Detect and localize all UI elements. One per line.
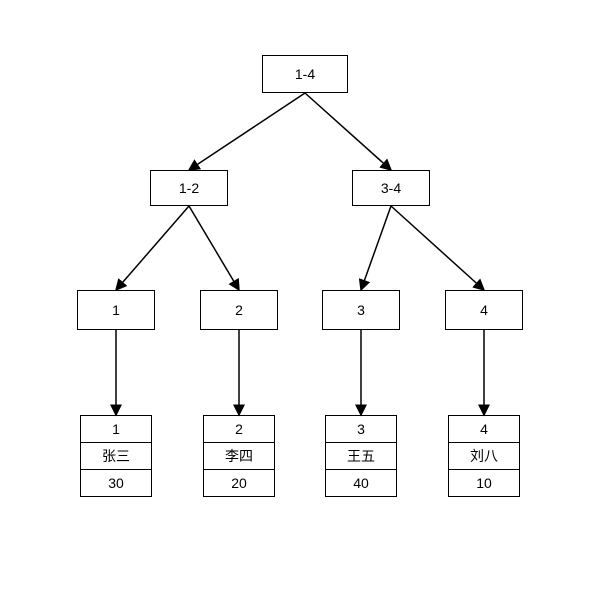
leaf-cell-val: 40 xyxy=(325,469,397,497)
leaf-cell-id: 2 xyxy=(203,415,275,443)
leaf-record-3: 3 王五 40 xyxy=(325,415,397,497)
leaf-cell-name: 张三 xyxy=(80,442,152,470)
tree-node-2: 2 xyxy=(200,290,278,330)
leaf-cell-val: 10 xyxy=(448,469,520,497)
tree-node-label: 1 xyxy=(112,302,120,318)
leaf-cell-val: 20 xyxy=(203,469,275,497)
tree-node-label: 3-4 xyxy=(381,180,401,196)
tree-node-label: 1-2 xyxy=(179,180,199,196)
tree-node-label: 2 xyxy=(235,302,243,318)
tree-node-label: 3 xyxy=(357,302,365,318)
leaf-cell-id: 3 xyxy=(325,415,397,443)
tree-node-label: 4 xyxy=(480,302,488,318)
tree-node-3: 3 xyxy=(322,290,400,330)
leaf-cell-name: 王五 xyxy=(325,442,397,470)
tree-node-root: 1-4 xyxy=(262,55,348,93)
leaf-record-2: 2 李四 20 xyxy=(203,415,275,497)
leaf-record-1: 1 张三 30 xyxy=(80,415,152,497)
leaf-cell-name: 刘八 xyxy=(448,442,520,470)
tree-node-1: 1 xyxy=(77,290,155,330)
leaf-cell-id: 4 xyxy=(448,415,520,443)
tree-node-12: 1-2 xyxy=(150,170,228,206)
leaf-cell-id: 1 xyxy=(80,415,152,443)
tree-node-34: 3-4 xyxy=(352,170,430,206)
leaf-record-4: 4 刘八 10 xyxy=(448,415,520,497)
tree-node-4: 4 xyxy=(445,290,523,330)
leaf-cell-name: 李四 xyxy=(203,442,275,470)
tree-node-label: 1-4 xyxy=(295,66,315,82)
leaf-cell-val: 30 xyxy=(80,469,152,497)
